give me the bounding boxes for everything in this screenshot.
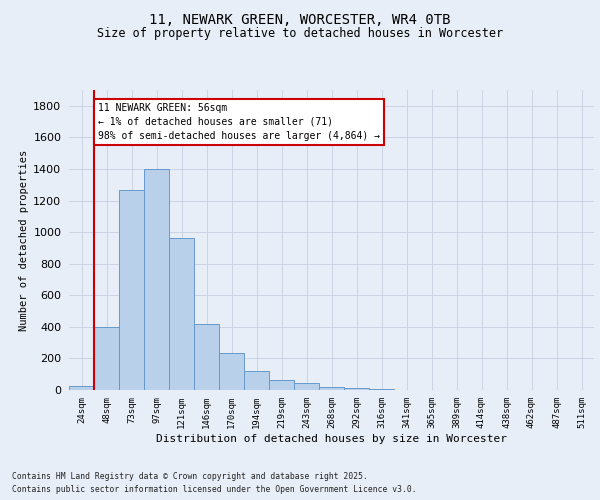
Bar	[294, 383, 319, 390]
Bar	[319, 387, 344, 390]
Bar	[244, 371, 269, 390]
Bar	[69, 386, 94, 390]
Bar	[344, 388, 369, 390]
Y-axis label: Number of detached properties: Number of detached properties	[19, 150, 29, 330]
Bar	[119, 190, 144, 390]
Text: 11 NEWARK GREEN: 56sqm
← 1% of detached houses are smaller (71)
98% of semi-deta: 11 NEWARK GREEN: 56sqm ← 1% of detached …	[98, 102, 380, 141]
Bar	[269, 380, 294, 390]
Text: Size of property relative to detached houses in Worcester: Size of property relative to detached ho…	[97, 28, 503, 40]
Text: Contains HM Land Registry data © Crown copyright and database right 2025.: Contains HM Land Registry data © Crown c…	[12, 472, 368, 481]
Bar	[169, 238, 194, 390]
Text: 11, NEWARK GREEN, WORCESTER, WR4 0TB: 11, NEWARK GREEN, WORCESTER, WR4 0TB	[149, 12, 451, 26]
Bar	[219, 353, 244, 390]
Bar	[144, 169, 169, 390]
X-axis label: Distribution of detached houses by size in Worcester: Distribution of detached houses by size …	[156, 434, 507, 444]
Bar	[194, 324, 219, 390]
Bar	[94, 327, 119, 390]
Bar	[369, 389, 394, 390]
Text: Contains public sector information licensed under the Open Government Licence v3: Contains public sector information licen…	[12, 485, 416, 494]
